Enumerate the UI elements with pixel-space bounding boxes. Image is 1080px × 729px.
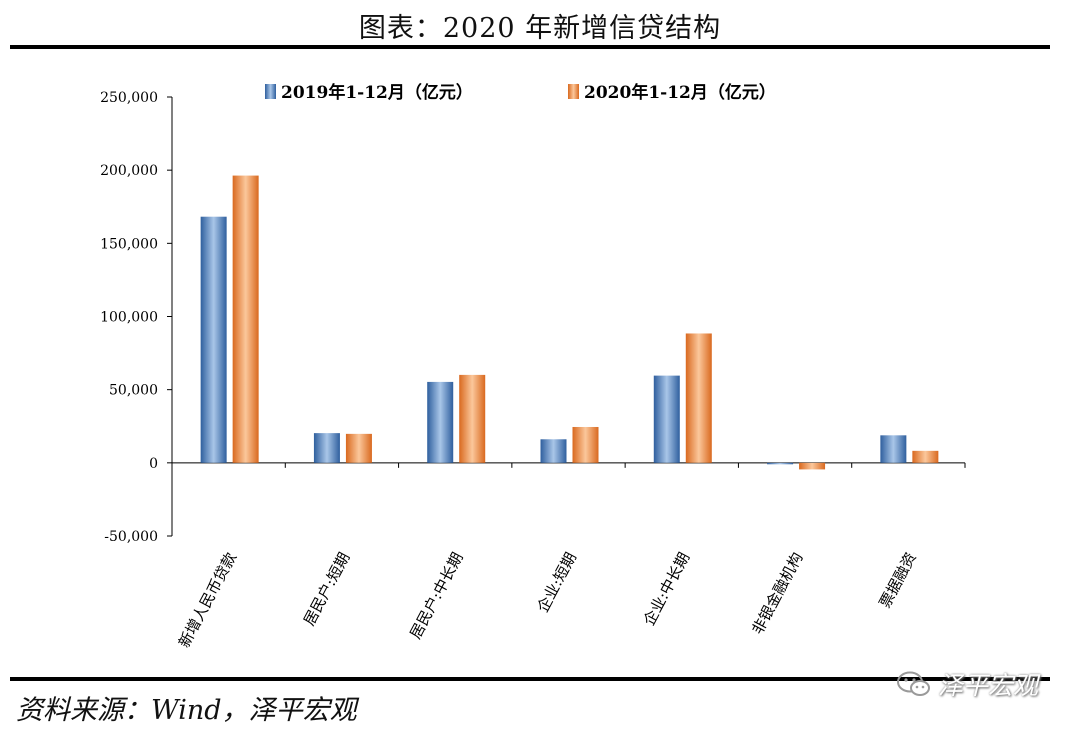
wechat-icon [897, 671, 930, 696]
bar [345, 433, 372, 463]
x-category-label: 票据融资 [876, 549, 920, 610]
bar [313, 433, 340, 463]
watermark-text: 泽平宏观 [938, 671, 1039, 700]
y-tick-label: 100,000 [100, 310, 158, 326]
bar [459, 374, 486, 463]
bar [427, 381, 454, 463]
bar [653, 375, 680, 463]
y-tick-label: 50,000 [109, 383, 158, 399]
y-tick-label: 150,000 [100, 236, 158, 252]
legend-label: 2019年1-12月（亿元） [281, 82, 473, 103]
bar [799, 462, 826, 470]
bar [232, 175, 259, 463]
source-note: 资料来源：Wind，泽平宏观 [16, 695, 357, 726]
y-tick-label: 250,000 [100, 90, 158, 106]
page-title: 图表：2020 年新增信贷结构 [358, 13, 722, 44]
bar [200, 216, 227, 463]
bar [685, 333, 712, 463]
bar [572, 426, 599, 463]
y-tick-label: -50,000 [104, 529, 158, 545]
x-category-label: 非银金融机构 [748, 549, 806, 637]
legend-swatch [568, 84, 579, 99]
y-tick-label: 200,000 [100, 163, 158, 179]
top-rule [10, 45, 1050, 49]
x-category-label: 居民户:中长期 [406, 549, 467, 641]
bar [880, 435, 907, 463]
bar [540, 439, 567, 463]
watermark: 泽平宏观 [896, 668, 1038, 700]
bar [767, 462, 794, 465]
x-category-label: 新增人民币贷款 [175, 549, 240, 650]
legend-swatch [265, 84, 276, 99]
x-category-label: 企业:中长期 [640, 549, 693, 628]
y-tick-label: 0 [149, 456, 158, 472]
x-category-label: 居民户:短期 [300, 549, 353, 628]
x-category-label: 企业:短期 [534, 549, 580, 615]
legend-label: 2020年1-12月（亿元） [584, 82, 776, 103]
bar [912, 450, 939, 463]
bottom-rule [10, 677, 1050, 681]
